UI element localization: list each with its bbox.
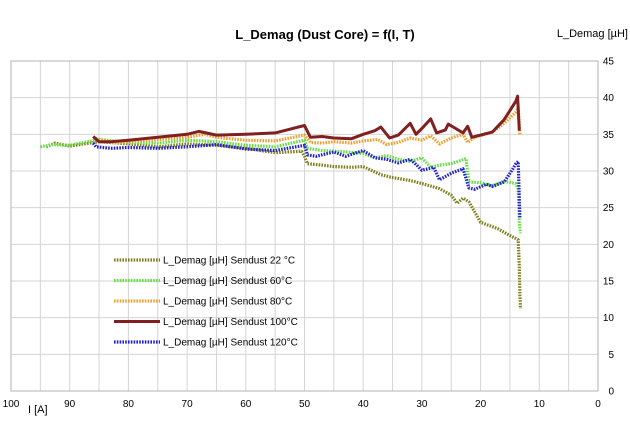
x-tick-label: 60 xyxy=(240,399,252,410)
legend-label-3: L_Demag [µH] Sendust 80°C xyxy=(163,297,292,308)
plot-area-border xyxy=(10,60,599,392)
x-tick-label: 40 xyxy=(358,399,370,410)
y-tick-label: 10 xyxy=(603,313,615,324)
legend-label-1: L_Demag [µH] Sendust 22 °C xyxy=(163,256,295,267)
x-tick-label: 70 xyxy=(182,399,194,410)
x-tick-label: 30 xyxy=(416,399,428,410)
series-line-4 xyxy=(92,94,521,144)
series-line-3 xyxy=(92,106,522,147)
series-line-2 xyxy=(40,137,523,234)
x-axis-label: I [A] xyxy=(28,404,48,416)
series-line-5 xyxy=(91,142,522,219)
x-tick-label: 100 xyxy=(3,399,20,410)
x-tick-label: 10 xyxy=(534,399,546,410)
y-tick-label: 30 xyxy=(603,167,615,178)
axes xyxy=(10,60,599,392)
x-tick-label: 20 xyxy=(475,399,487,410)
y-tick-label: 20 xyxy=(603,240,615,251)
y-tick-label: 5 xyxy=(608,350,614,361)
chart-title: L_Demag (Dust Core) = f(I, T) xyxy=(235,27,415,42)
legend: L_Demag [µH] Sendust 22 °C L_Demag [µH] S… xyxy=(114,256,298,349)
y-tick-label: 35 xyxy=(603,130,615,141)
x-tick-label: 90 xyxy=(64,399,76,410)
y-tick-label: 15 xyxy=(603,277,615,288)
series-lines xyxy=(40,94,523,309)
x-tick-label: 50 xyxy=(299,399,311,410)
y-tick-label: 0 xyxy=(608,387,614,398)
y-axis-label: L_Demag [µH] xyxy=(557,28,628,40)
legend-label-2: L_Demag [µH] Sendust 60°C xyxy=(163,276,292,287)
legend-label-5: L_Demag [µH] Sendust 120°C xyxy=(163,338,298,349)
x-tick-label: 80 xyxy=(123,399,135,410)
x-tick-label: 0 xyxy=(595,399,601,410)
y-tick-label: 25 xyxy=(603,203,615,214)
y-tick-label: 45 xyxy=(603,57,615,68)
y-tick-label: 40 xyxy=(603,93,615,104)
series-line-1 xyxy=(45,140,523,309)
legend-label-4: L_Demag [µH] Sendust 100°C xyxy=(163,317,298,328)
